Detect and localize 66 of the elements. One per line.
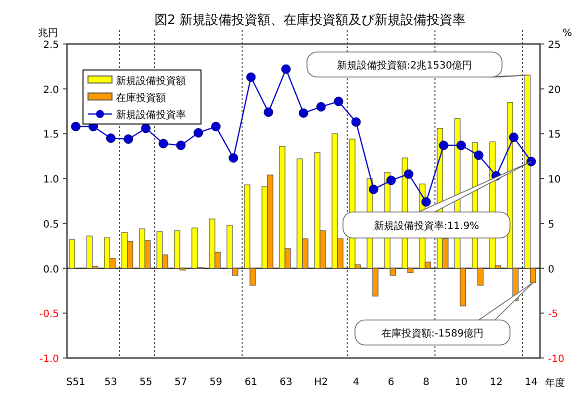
point [368, 184, 378, 194]
y2-tick-label: 25 [548, 40, 561, 51]
x-tick-label: 57 [174, 377, 188, 388]
point [404, 169, 414, 179]
annotation: 在庫投資額:-1589億円 [381, 328, 484, 340]
point [106, 133, 116, 143]
point [158, 138, 168, 148]
legend-label: 新規設備投資額 [116, 75, 186, 87]
y-tick-label: -0.5 [39, 309, 59, 320]
x-tick-label: 55 [139, 377, 152, 388]
point [456, 140, 466, 150]
x-tick-label: 8 [422, 377, 430, 388]
point [228, 153, 238, 163]
point [264, 107, 274, 117]
annotation: 新規設備投資額:2兆1530億円 [336, 60, 472, 72]
point [386, 176, 396, 186]
y2-tick-label: 20 [548, 84, 561, 96]
x-tick-label: 6 [388, 377, 394, 388]
annotation: 新規設備投資率:11.9% [374, 220, 480, 232]
legend-label: 在庫投資額 [116, 92, 166, 104]
x-tick-label: 10 [454, 377, 468, 388]
x-tick-label: 53 [104, 377, 118, 388]
y-tick-label: -1.0 [39, 354, 59, 365]
y-tick-label: 1.0 [43, 174, 59, 186]
y2-axis-title: % [562, 28, 572, 39]
point [141, 124, 151, 134]
point [351, 117, 361, 127]
x-tick-label: 4 [352, 377, 360, 388]
point [421, 197, 431, 207]
bar [68, 239, 76, 269]
point [474, 150, 484, 160]
point [246, 72, 256, 82]
point [211, 122, 221, 132]
y-tick-label: 1.5 [43, 130, 59, 141]
x-tick-label: 61 [244, 377, 258, 388]
y-tick-label: 0.5 [43, 219, 59, 230]
point [124, 134, 134, 144]
point [334, 96, 344, 106]
x-tick-label: 12 [490, 377, 503, 388]
point [508, 132, 518, 142]
point [526, 156, 536, 166]
x-tick-label: 63 [280, 377, 292, 388]
x-axis-title: 年度 [545, 377, 565, 389]
x-tick-label: S51 [66, 377, 86, 388]
point [194, 128, 204, 138]
y-tick-label: 2.0 [43, 84, 59, 96]
point [438, 140, 448, 150]
legend-label: 新規設備投資率 [116, 109, 186, 121]
y2-tick-label: 10 [548, 174, 561, 186]
y-tick-label: 0.0 [43, 264, 59, 276]
y-axis-title: 兆円 [38, 27, 58, 39]
chart-title: 図2 新規設備投資額、在庫投資額及び新規設備投資率 [154, 12, 466, 28]
point [176, 140, 186, 150]
x-tick-label: 14 [524, 377, 538, 388]
y2-tick-label: -5 [548, 309, 558, 320]
y2-tick-label: 5 [548, 219, 554, 230]
x-tick-label: H2 [314, 377, 328, 388]
point [316, 102, 326, 112]
point [281, 64, 291, 74]
point [71, 122, 81, 132]
point [298, 108, 308, 118]
y-tick-label: 2.5 [43, 40, 59, 51]
x-tick-label: 59 [210, 377, 222, 388]
y2-tick-label: 0 [548, 264, 554, 276]
y2-tick-label: 15 [548, 130, 561, 141]
y2-tick-label: -10 [548, 354, 564, 365]
